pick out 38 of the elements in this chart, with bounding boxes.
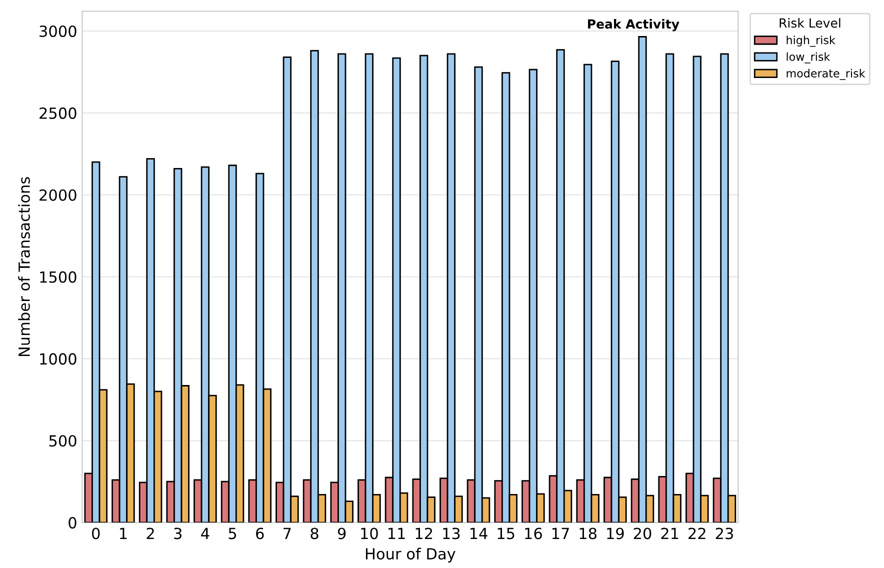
y-tick-label: 1500: [40, 271, 76, 283]
y-tick-label: 3000: [40, 25, 76, 38]
x-tick-label: 13: [443, 528, 460, 540]
x-tick-label: 23: [716, 528, 733, 540]
x-tick-label: 9: [338, 528, 346, 540]
x-tick-label: 1: [120, 528, 127, 540]
y-tick-label: 2000: [40, 189, 76, 201]
x-tick-label: 4: [201, 528, 210, 540]
y-tick-label: 1000: [40, 353, 76, 365]
x-tick-label: 19: [607, 528, 624, 540]
x-tick-label: 6: [256, 528, 264, 540]
x-tick-label: 12: [416, 528, 432, 540]
x-tick-label: 16: [525, 528, 542, 540]
legend-label: high_risk: [786, 36, 836, 47]
legend-label: low_risk: [786, 52, 830, 64]
x-tick-label: 10: [361, 528, 378, 540]
x-tick-label: 15: [498, 528, 514, 540]
legend-title: Risk Level: [780, 18, 840, 28]
x-tick-label: 2: [146, 528, 154, 540]
x-tick-label: 18: [580, 528, 596, 540]
x-tick-label: 7: [284, 528, 291, 540]
x-tick-label: 8: [310, 528, 318, 540]
x-tick-label: 0: [92, 528, 100, 540]
x-tick-label: 20: [634, 528, 652, 540]
x-tick-label: 17: [552, 528, 569, 540]
x-tick-label: 5: [228, 528, 236, 540]
y-axis-title: Number of Transactions: [18, 177, 30, 356]
legend-label: moderate_risk: [786, 68, 866, 80]
y-tick-label: 0: [68, 517, 76, 529]
annotation: Peak Activity: [588, 19, 680, 32]
y-tick-label: 500: [49, 435, 76, 447]
y-tick-label: 2500: [40, 107, 76, 119]
x-tick-label: 11: [388, 528, 405, 540]
x-tick-label: 21: [661, 528, 678, 540]
x-axis-title: Hour of Day: [366, 548, 456, 563]
x-tick-label: 22: [688, 528, 706, 540]
x-tick-label: 3: [174, 528, 182, 540]
x-tick-label: 14: [470, 528, 488, 540]
